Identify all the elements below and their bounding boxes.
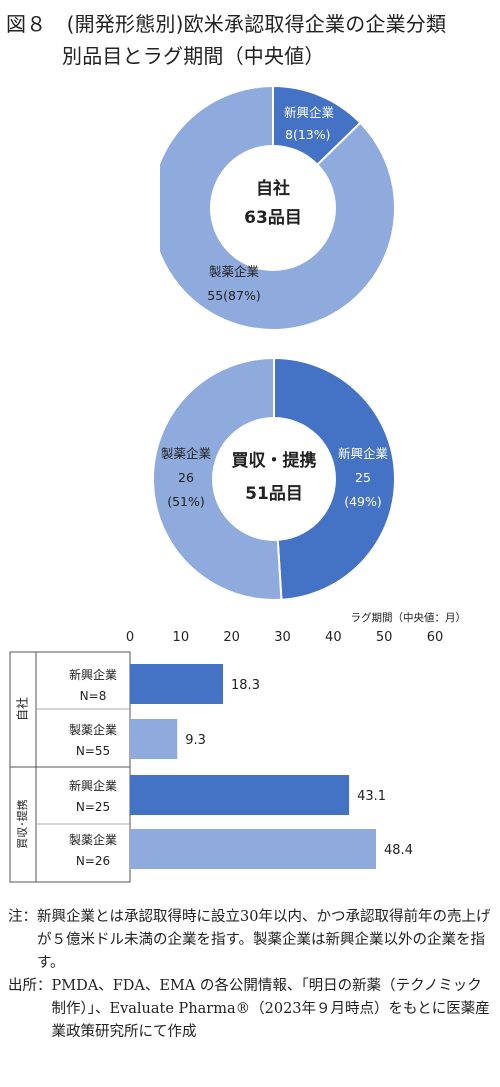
- title-line-2: 別品目とラグ期間（中央値）: [62, 44, 325, 68]
- bar-1-1: [130, 829, 377, 869]
- note-label: 注：: [8, 909, 37, 925]
- group-label-in-house: 自社: [15, 697, 30, 721]
- x-tick-label-50: 50: [376, 630, 393, 645]
- donut2-center-line2: 51品目: [245, 484, 303, 504]
- bar-n-1-1: N=26: [76, 854, 110, 868]
- source-label: 出所：: [8, 978, 52, 994]
- bar-n-0-1: N=55: [76, 744, 110, 758]
- donut2-slice1-pct: (51%): [167, 494, 205, 509]
- x-tick-label-20: 20: [223, 630, 240, 645]
- bar-category-1-1: 製薬企業: [69, 832, 117, 847]
- donut2-center-line1: 買収・提携: [232, 450, 317, 471]
- donut1-slice1-value: 55(87%): [207, 288, 260, 303]
- bar-value-label-1-0: 43.1: [357, 789, 386, 804]
- title-line-1: 図８ (開発形態別)欧米承認取得企業の企業分類: [6, 12, 447, 36]
- bar-0-0: [130, 664, 224, 704]
- bar-value-label-1-1: 48.4: [384, 843, 413, 858]
- note-definition: 注： 新興企業とは承認取得時に設立30年以内、かつ承認取得前年の売上げが５億米ド…: [8, 906, 494, 975]
- donut2-slice0-name: 新興企業: [338, 446, 389, 461]
- donut1-center-line1: 自社: [256, 178, 290, 199]
- figure-title: 図８ (開発形態別)欧米承認取得企業の企業分類 別品目とラグ期間（中央値）: [6, 8, 496, 72]
- donut1-slice0-name: 新興企業: [284, 105, 335, 120]
- donut2-slice0-pct: (49%): [344, 494, 382, 509]
- bar-1-0: [130, 775, 350, 815]
- bar-axis-title: ラグ期間（中央値：月）: [351, 611, 467, 624]
- note-source: 出所： PMDA、FDA、EMA の各公開情報、「明日の新薬（テクノミック制作）…: [8, 975, 494, 1044]
- donut1-center-line2: 63品目: [244, 208, 302, 228]
- bar-category-0-0: 新興企業: [69, 667, 117, 682]
- group-label-acquisition: 買収･提携: [15, 799, 29, 849]
- donut2-slice1-name: 製薬企業: [161, 446, 212, 461]
- bar-n-1-0: N=25: [76, 800, 110, 814]
- note-text: 新興企業とは承認取得時に設立30年以内、かつ承認取得前年の売上げが５億米ドル未満…: [37, 909, 491, 971]
- donut1-slice1-name: 製薬企業: [209, 264, 260, 279]
- bar-0-1: [130, 719, 178, 759]
- donut1-slice0-value: 8(13%): [285, 127, 331, 142]
- x-tick-label-60: 60: [427, 630, 444, 645]
- x-tick-label-0: 0: [126, 630, 134, 645]
- donut-chart-in-house: 自社 63品目 新興企業 8(13%) 製薬企業 55(87%): [160, 84, 396, 331]
- footnotes: 注： 新興企業とは承認取得時に設立30年以内、かつ承認取得前年の売上げが５億米ド…: [8, 906, 494, 1044]
- source-text: PMDA、FDA、EMA の各公開情報、「明日の新薬（テクノミック制作）」、Ev…: [51, 978, 490, 1040]
- x-tick-label-10: 10: [173, 630, 190, 645]
- lag-period-bar-chart: ラグ期間（中央値：月） 0 10 20 30 40 50 60 自社 買収･提携 18.3 新…: [9, 611, 467, 883]
- bar-value-label-0-1: 9.3: [185, 733, 206, 748]
- bar-category-0-1: 製薬企業: [69, 722, 117, 737]
- bar-value-label-0-0: 18.3: [231, 678, 260, 693]
- bar-n-0-0: N=8: [80, 689, 107, 703]
- donut-chart-acquisition: 買収・提携 51品目 新興企業 25 (49%) 製薬企業 26 (51%): [151, 356, 396, 601]
- donut2-slice1-value: 26: [178, 470, 194, 485]
- x-tick-label-40: 40: [325, 630, 342, 645]
- x-tick-label-30: 30: [274, 630, 291, 645]
- bar-category-1-0: 新興企業: [69, 778, 117, 793]
- donut2-slice0-value: 25: [355, 470, 371, 485]
